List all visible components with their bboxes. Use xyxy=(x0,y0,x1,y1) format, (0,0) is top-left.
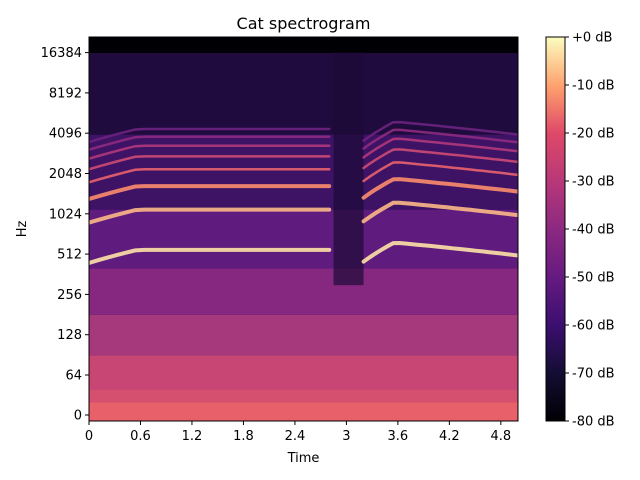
y-tick-label: 16384 xyxy=(41,46,82,61)
y-tick-label: 2048 xyxy=(49,167,82,182)
x-axis-ticks: 0 0.6 1.2 1.8 2.4 3 3.6 4.2 4.8 xyxy=(85,421,511,444)
colorbar-tick-label: -10 dB xyxy=(572,79,615,94)
harmonic-trace xyxy=(89,184,332,201)
harmonic-trace xyxy=(362,148,518,170)
energy-band xyxy=(89,390,518,403)
energy-band xyxy=(89,268,518,315)
harmonic-trace xyxy=(89,144,331,160)
x-tick-label: 3 xyxy=(342,429,350,444)
harmonic-trace xyxy=(362,137,518,159)
colorbar-tick-label: -30 dB xyxy=(572,175,615,190)
x-tick-label: 4.2 xyxy=(439,429,460,444)
y-axis-ticks: 0 64 128 256 512 1024 2048 4096 8192 16384 xyxy=(41,46,89,424)
silence-gap xyxy=(333,52,364,286)
harmonic-trace xyxy=(89,127,331,144)
x-axis-label: Time xyxy=(287,451,320,466)
harmonic-trace xyxy=(89,207,332,225)
colorbar-ticks: +0 dB -10 dB -20 dB -30 dB -40 dB -50 dB -60 d… xyxy=(565,31,615,430)
y-tick-label: 64 xyxy=(65,369,82,384)
harmonic-trace xyxy=(361,240,518,264)
energy-band xyxy=(89,355,518,390)
y-tick-label: 0 xyxy=(74,409,82,424)
colorbar-tick-label: -80 dB xyxy=(572,415,615,430)
x-tick-label: 0.6 xyxy=(130,429,151,444)
y-tick-label: 8192 xyxy=(49,86,82,101)
energy-band xyxy=(89,52,518,135)
harmonic-trace xyxy=(361,200,518,224)
energy-band xyxy=(89,134,518,210)
y-tick-label: 1024 xyxy=(49,207,82,222)
harmonic-traces xyxy=(89,120,518,265)
plot-frame xyxy=(88,36,519,422)
colorbar-tick-label: -40 dB xyxy=(572,223,615,238)
x-tick-label: 3.6 xyxy=(388,429,409,444)
top-silence-strip xyxy=(89,37,518,53)
harmonic-trace xyxy=(361,177,518,200)
y-tick-label: 128 xyxy=(57,328,82,343)
harmonic-trace xyxy=(89,135,331,152)
y-tick-label: 256 xyxy=(57,288,82,303)
x-tick-label: 1.2 xyxy=(182,429,203,444)
colorbar-gradient xyxy=(546,37,565,421)
y-tick-label: 4096 xyxy=(49,127,82,142)
harmonic-trace xyxy=(89,168,331,184)
y-tick-label: 512 xyxy=(57,248,82,263)
energy-band xyxy=(89,402,518,421)
energy-band xyxy=(89,314,518,356)
harmonic-trace xyxy=(362,120,518,142)
colorbar-tick-label: -50 dB xyxy=(572,271,615,286)
colorbar-tick-label: -70 dB xyxy=(572,367,615,382)
plot-area xyxy=(89,37,518,421)
frequency-bands xyxy=(89,37,518,421)
colorbar-tick-label: +0 dB xyxy=(572,31,612,46)
colorbar-tick-label: -20 dB xyxy=(572,127,615,142)
colorbar: +0 dB -10 dB -20 dB -30 dB -40 dB -50 dB -60 d… xyxy=(545,31,615,430)
harmonic-trace xyxy=(362,128,518,150)
chart-title: Cat spectrogram xyxy=(237,14,371,33)
harmonic-trace xyxy=(89,155,331,171)
colorbar-tick-label: -60 dB xyxy=(572,319,615,334)
x-tick-label: 4.8 xyxy=(490,429,511,444)
x-tick-label: 0 xyxy=(85,429,93,444)
x-tick-label: 2.4 xyxy=(285,429,306,444)
y-axis-label: Hz xyxy=(15,221,30,238)
energy-band xyxy=(89,209,518,269)
harmonic-trace xyxy=(362,161,518,183)
harmonic-trace xyxy=(89,247,332,265)
x-tick-label: 1.8 xyxy=(233,429,254,444)
